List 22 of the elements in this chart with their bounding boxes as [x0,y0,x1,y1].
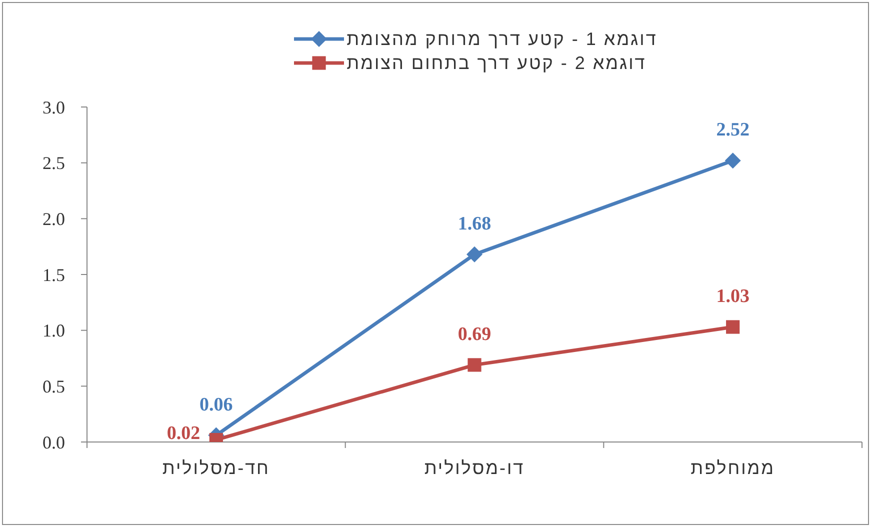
point [726,320,740,334]
point [468,358,482,372]
data-label: 1.03 [716,286,750,307]
legend-label: דוגמא 1 - קטע דרך מרוחק מהצומת [346,28,658,50]
y-tick-label: 1.5 [42,264,65,285]
y-tick-label: 0.5 [42,376,65,397]
x-tick-label: חד-מסלולית [162,458,270,478]
data-label: 0.69 [458,324,492,345]
data-label: 0.02 [166,422,200,444]
y-tick-label: 1.0 [42,320,65,341]
x-tick-label: דו-מסלולית [424,458,525,478]
point [724,152,741,169]
data-label: 1.68 [458,213,492,234]
y-tick-label: 0.0 [42,432,65,452]
y-tick-label: 2.0 [42,209,65,230]
y-tick-label: 2.5 [42,153,65,174]
x-tick-label: ממוחלפת [690,458,776,478]
legend-label: דוגמא 2 - קטע דרך בתחום הצומת [346,52,646,74]
point [466,246,482,262]
data-label: 2.52 [716,120,750,141]
data-label: 0.06 [200,394,233,416]
y-tick-label: 3.0 [42,97,65,118]
